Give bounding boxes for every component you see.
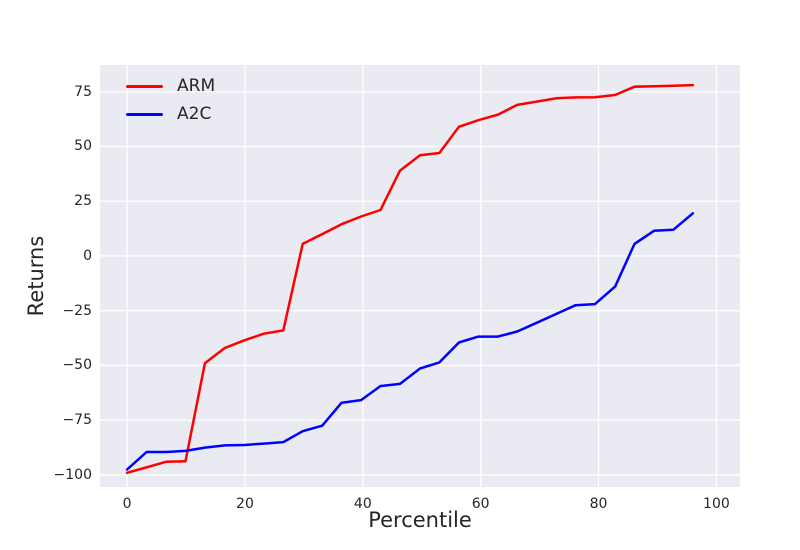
y-tick-label: −100	[53, 466, 92, 483]
y-tick-label: −50	[62, 357, 92, 374]
legend-label-arm: ARM	[177, 76, 216, 96]
legend-swatch-a2c	[126, 112, 163, 116]
plot-area: ARM A2C	[100, 65, 740, 487]
plot-canvas	[100, 65, 740, 487]
y-tick-label: −75	[62, 412, 92, 429]
line-arm	[125, 83, 695, 475]
x-tick-label: 80	[589, 496, 608, 512]
legend-item-arm: ARM	[126, 77, 215, 96]
plot-background	[100, 65, 740, 487]
x-axis-label: Percentile	[368, 508, 472, 532]
y-tick-label: 75	[74, 83, 92, 100]
x-tick-label: 100	[703, 496, 730, 512]
legend-item-a2c: A2C	[126, 103, 215, 124]
x-tick-label: 0	[122, 496, 132, 512]
legend-swatch-arm	[126, 84, 163, 88]
y-tick-label: 0	[83, 247, 92, 264]
y-tick-label: −25	[62, 302, 92, 319]
y-tick-label: 50	[74, 138, 92, 155]
x-tick-label: 40	[353, 496, 372, 512]
legend-label-a2c: A2C	[177, 103, 212, 124]
x-tick-label: 60	[471, 496, 490, 512]
legend: ARM A2C	[126, 77, 215, 123]
y-axis-label: Returns	[24, 235, 48, 317]
y-tick-label: 25	[74, 193, 92, 210]
x-tick-label: 20	[236, 496, 254, 512]
line-a2c	[125, 212, 695, 471]
